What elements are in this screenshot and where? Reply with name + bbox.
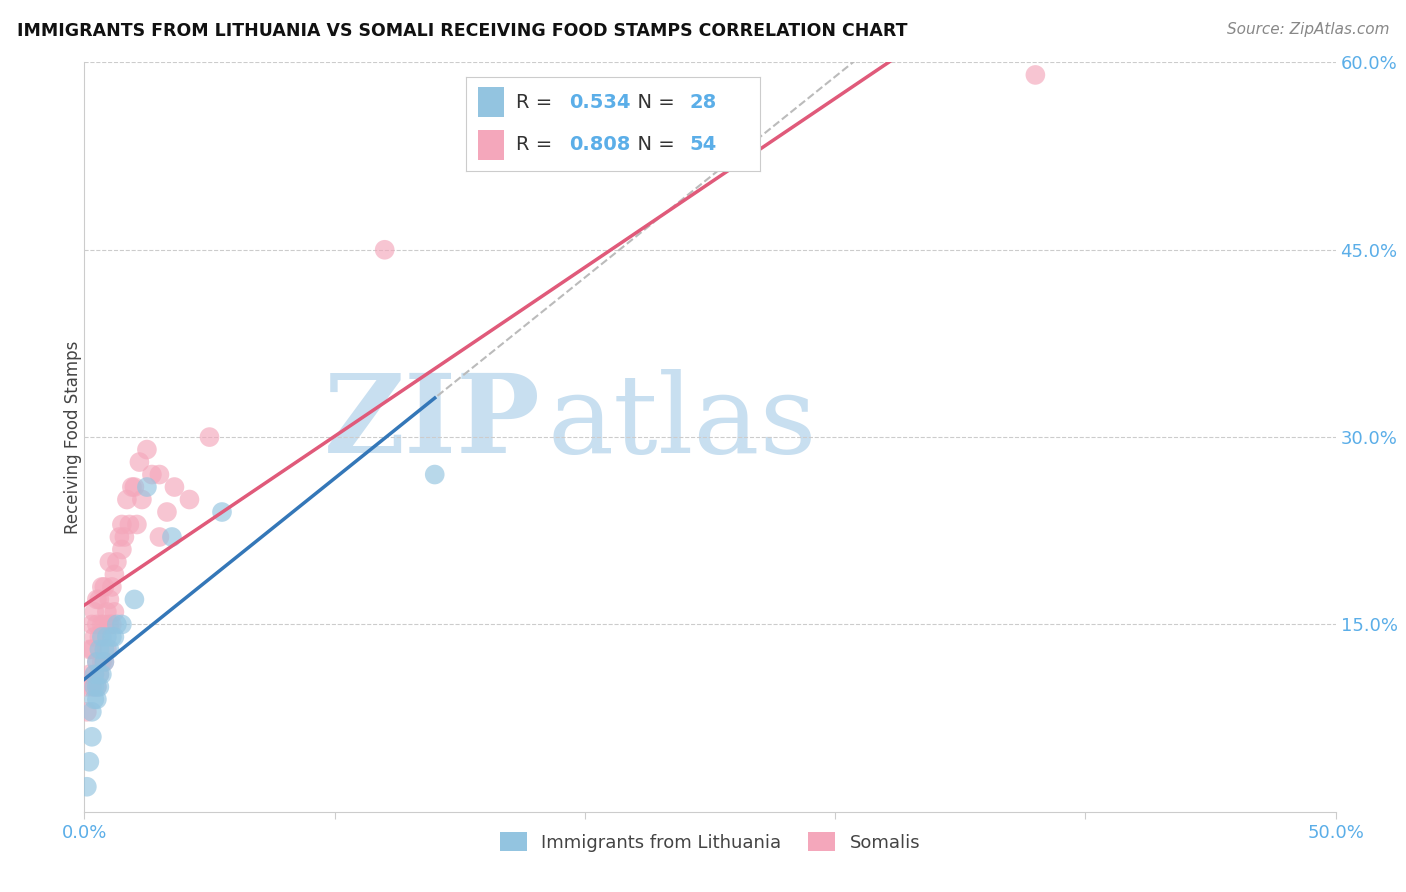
Point	[76, 705, 98, 719]
Point	[89, 667, 111, 681]
Point	[112, 530, 135, 544]
Point	[105, 617, 128, 632]
Point	[136, 480, 159, 494]
Point	[163, 480, 186, 494]
Point	[90, 667, 112, 681]
Point	[89, 680, 111, 694]
Point	[98, 642, 121, 657]
Point	[96, 605, 118, 619]
Point	[86, 655, 108, 669]
Point	[148, 467, 170, 482]
Point	[86, 655, 108, 669]
Point	[89, 667, 111, 681]
Point	[90, 617, 112, 632]
Point	[124, 480, 146, 494]
Point	[90, 580, 112, 594]
Point	[103, 605, 125, 619]
Point	[86, 592, 108, 607]
Point	[124, 592, 146, 607]
Point	[89, 630, 111, 644]
Point	[179, 492, 201, 507]
Point	[101, 630, 124, 644]
Point	[93, 642, 115, 657]
Point	[89, 592, 111, 607]
Point	[211, 505, 233, 519]
Point	[96, 642, 118, 657]
Point	[80, 617, 103, 632]
Point	[198, 430, 221, 444]
Point	[80, 705, 103, 719]
Point	[86, 680, 108, 694]
Point	[423, 467, 446, 482]
Point	[108, 530, 131, 544]
Point	[76, 680, 98, 694]
Point	[115, 492, 138, 507]
Point	[125, 517, 148, 532]
Point	[131, 492, 153, 507]
Point	[1024, 68, 1046, 82]
Point	[86, 692, 108, 706]
Point	[76, 780, 98, 794]
Point	[90, 655, 112, 669]
Point	[111, 517, 134, 532]
Point	[128, 455, 150, 469]
Point	[86, 617, 108, 632]
Point	[156, 505, 179, 519]
Point	[83, 667, 105, 681]
Point	[93, 580, 115, 594]
Text: IMMIGRANTS FROM LITHUANIA VS SOMALI RECEIVING FOOD STAMPS CORRELATION CHART: IMMIGRANTS FROM LITHUANIA VS SOMALI RECE…	[17, 22, 907, 40]
Point	[160, 530, 183, 544]
Point	[93, 617, 115, 632]
Text: atlas: atlas	[547, 368, 817, 475]
Point	[105, 555, 128, 569]
Point	[374, 243, 396, 257]
Point	[79, 755, 101, 769]
Point	[80, 680, 103, 694]
Point	[83, 630, 105, 644]
Point	[118, 517, 141, 532]
Point	[148, 530, 170, 544]
Point	[83, 680, 105, 694]
Point	[141, 467, 163, 482]
Point	[111, 617, 134, 632]
Point	[98, 592, 121, 607]
Point	[103, 567, 125, 582]
Point	[79, 642, 101, 657]
Point	[86, 680, 108, 694]
Point	[80, 730, 103, 744]
Point	[103, 630, 125, 644]
Point	[111, 542, 134, 557]
Text: Source: ZipAtlas.com: Source: ZipAtlas.com	[1226, 22, 1389, 37]
Point	[90, 630, 112, 644]
Point	[98, 555, 121, 569]
Point	[96, 630, 118, 644]
Point	[136, 442, 159, 457]
Y-axis label: Receiving Food Stamps: Receiving Food Stamps	[65, 341, 82, 533]
Point	[101, 580, 124, 594]
Point	[98, 617, 121, 632]
Legend: Immigrants from Lithuania, Somalis: Immigrants from Lithuania, Somalis	[492, 825, 928, 859]
Point	[83, 605, 105, 619]
Point	[89, 642, 111, 657]
Point	[93, 655, 115, 669]
Point	[121, 480, 143, 494]
Text: ZIP: ZIP	[325, 368, 541, 475]
Point	[93, 655, 115, 669]
Point	[83, 692, 105, 706]
Point	[101, 617, 124, 632]
Point	[80, 642, 103, 657]
Point	[79, 667, 101, 681]
Point	[83, 667, 105, 681]
